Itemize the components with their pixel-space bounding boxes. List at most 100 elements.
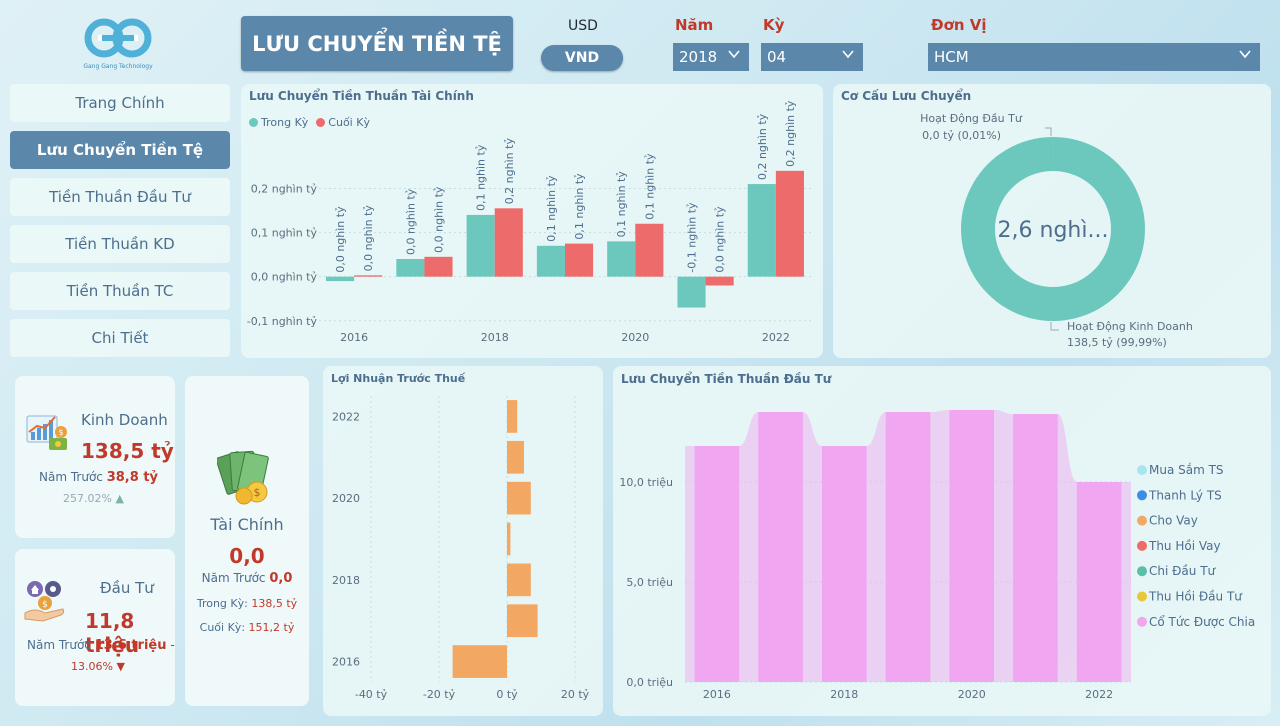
filter-donvi-select[interactable]: HCM: [928, 43, 1260, 71]
x-tick-label: 20 tỷ: [561, 688, 590, 701]
slice-label-name: Hoạt Động Đầu Tư: [920, 112, 1023, 125]
bar-trong-ky: [396, 259, 425, 277]
y-tick-label: 10,0 triệu: [619, 476, 673, 489]
nav-tien-thuan-tc[interactable]: Tiền Thuần TC: [10, 272, 230, 310]
prev-value: 0,0: [269, 571, 293, 586]
legend-label: Cổ Tức Được Chia: [1149, 615, 1255, 629]
nav-luu-chuyen-tien-te[interactable]: Lưu Chuyển Tiền Tệ: [10, 131, 230, 169]
bar-trong-ky: [747, 184, 776, 277]
cuoi-ky-value: 151,2 tỷ: [248, 621, 295, 634]
logo-icon: [84, 18, 152, 58]
money-stack-icon: $: [215, 448, 277, 512]
data-label: 0,0 nghìn tỷ: [432, 186, 445, 253]
filter-nam-select[interactable]: 2018: [673, 43, 749, 71]
chart-co-cau-luu-chuyen: Cơ Cấu Lưu Chuyển 2,6 nghì... Hoạt Động Đ…: [833, 84, 1271, 358]
prev-label: Năm Trước: [39, 470, 103, 484]
investment-hand-icon: $: [23, 577, 69, 627]
chevron-down-icon: [1238, 47, 1252, 65]
prev-value: 13,6 triệu: [94, 638, 167, 653]
currency-vnd-button[interactable]: VND: [541, 45, 623, 71]
filter-ky-value: 04: [767, 48, 787, 66]
currency-usd-button[interactable]: USD: [568, 18, 598, 34]
bar-cuoi-ky: [705, 276, 734, 286]
bar-cuoi-ky: [494, 208, 523, 277]
company-logo: Gang Gang Technology: [78, 18, 158, 74]
y-tick-label: 0,1 nghìn tỷ: [251, 227, 318, 240]
bar: [452, 645, 507, 678]
legend-label: Trong Kỳ: [261, 116, 309, 129]
legend-label: Thu Hồi Vay: [1148, 539, 1221, 553]
area-chart-svg: 10,0 triệu 5,0 triệu 0,0 triệu 2016 2018 2020…: [619, 410, 1255, 701]
legend-dot: [1137, 490, 1147, 501]
data-label: 0,0 nghìn tỷ: [362, 205, 375, 272]
data-label: 0,1 nghìn tỷ: [643, 153, 656, 220]
logo-caption: Gang Gang Technology: [83, 63, 153, 70]
data-label: 0,0 nghìn tỷ: [334, 206, 347, 273]
y-tick-label: 2020: [332, 492, 360, 505]
bar-chart-svg: 0,2 nghìn tỷ 0,1 nghìn tỷ 0,0 nghìn tỷ -0,1…: [247, 100, 811, 344]
slice-leader-line: [1050, 322, 1059, 331]
bar: [507, 563, 531, 597]
chart-tien-thuan-dau-tu: Lưu Chuyển Tiền Thuần Đầu Tư 10,0 triệu 5…: [613, 366, 1271, 716]
nav-tien-thuan-dau-tu[interactable]: Tiền Thuần Đầu Tư: [10, 178, 230, 216]
bar-trong-ky: [677, 276, 706, 308]
filter-ky-label: Kỳ: [763, 16, 785, 34]
kpi-dau-tu-prev: Năm Trước 13,6 triệu -: [27, 638, 175, 653]
nav-trang-chinh[interactable]: Trang Chính: [10, 84, 230, 122]
donut-center-label: 2,6 nghì...: [998, 218, 1109, 243]
x-tick-label: -40 tỷ: [355, 688, 388, 701]
legend-dot: [1137, 465, 1147, 475]
nav-chi-tiet[interactable]: Chi Tiết: [10, 319, 230, 357]
legend-dot: [249, 118, 258, 127]
slice-label-name: Hoạt Động Kinh Doanh: [1067, 320, 1193, 333]
bar: [885, 412, 931, 682]
legend-item-cuoi-ky[interactable]: Cuối Kỳ: [316, 116, 370, 129]
change-value: 13.06%: [71, 660, 113, 673]
x-tick-label: 2020: [958, 688, 986, 701]
chart-title: Lưu Chuyển Tiền Thuần Tài Chính: [249, 89, 474, 103]
legend-dot: [1137, 515, 1147, 526]
x-tick-label: 2016: [340, 331, 368, 344]
legend-label: Mua Sắm TS: [1149, 463, 1224, 477]
legend-dot: [1137, 540, 1147, 551]
kpi-dau-tu-change: 13.06% ▼: [71, 660, 125, 673]
hbar-chart-svg: -40 tỷ -20 tỷ 0 tỷ 20 tỷ 2022 2020 2018 2016: [332, 396, 590, 701]
nav-tien-thuan-kd[interactable]: Tiền Thuần KD: [10, 225, 230, 263]
bar: [507, 400, 518, 433]
kpi-dau-tu-title: Đầu Tư: [100, 579, 154, 597]
y-tick-label: 0,0 nghìn tỷ: [251, 271, 318, 284]
bar-trong-ky: [536, 245, 565, 277]
x-tick-label: 0 tỷ: [496, 688, 518, 701]
slice-label-value: 0,0 tỷ (0,01%): [922, 129, 1001, 142]
legend-item-trong-ky[interactable]: Trong Kỳ: [249, 116, 308, 129]
bar-cuoi-ky: [424, 256, 453, 277]
prev-value: 38,8 tỷ: [106, 470, 159, 485]
y-tick-label: 0,2 nghìn tỷ: [251, 182, 318, 195]
prev-label: Năm Trước: [27, 638, 91, 652]
kpi-kinh-doanh-card: $ Kinh Doanh 138,5 tỷ Năm Trước 38,8 tỷ …: [15, 376, 175, 538]
legend-dot: [1137, 591, 1147, 602]
legend-label: Cho Vay: [1149, 514, 1198, 528]
arrow-down-icon: ▼: [116, 660, 125, 673]
data-label: 0,2 nghìn tỷ: [503, 138, 516, 205]
svg-text:$: $: [42, 600, 48, 610]
bar-cuoi-ky: [775, 170, 804, 277]
legend-dot: [1137, 566, 1147, 577]
chart-title: Cơ Cấu Lưu Chuyển: [841, 89, 972, 103]
bar: [694, 446, 740, 682]
bar: [507, 522, 511, 556]
bar-cuoi-ky: [354, 275, 383, 277]
y-tick-label: -0,1 nghìn tỷ: [247, 315, 318, 328]
page-title: LƯU CHUYỂN TIỀN TỆ: [241, 16, 513, 71]
trong-ky-value: 138,5 tỷ: [251, 597, 298, 610]
chart-title: Lưu Chuyển Tiền Thuần Đầu Tư: [621, 372, 832, 386]
filter-donvi-label: Đơn Vị: [931, 16, 987, 34]
svg-text:$: $: [254, 486, 261, 499]
filter-ky-select[interactable]: 04: [761, 43, 863, 71]
chart-growth-icon: $: [25, 408, 71, 458]
data-label: 0,1 nghìn tỷ: [573, 173, 586, 240]
bar: [507, 604, 538, 638]
prev-dash: -: [170, 638, 175, 652]
data-label: 0,0 nghìn tỷ: [404, 188, 417, 255]
kpi-kinh-doanh-prev: Năm Trước 38,8 tỷ: [39, 470, 158, 485]
